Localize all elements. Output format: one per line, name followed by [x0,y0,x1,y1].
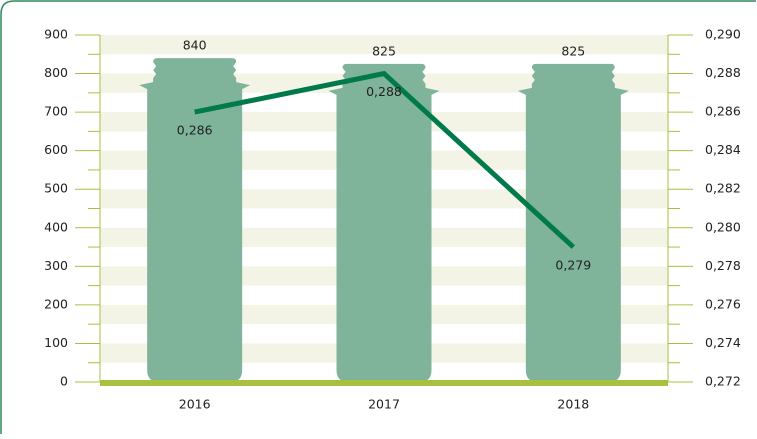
y2-tick-label: 0,288 [705,65,741,80]
x-tick-label: 2018 [557,397,589,412]
y2-tick-label: 0,290 [705,27,741,42]
y2-tick-label: 0,274 [705,335,741,350]
x-tick-label: 2016 [179,397,211,412]
y2-tick-label: 0,272 [705,374,741,389]
bar [518,64,629,382]
y2-tick-label: 0,276 [705,296,741,311]
y2-tick-label: 0,286 [705,104,741,119]
y-tick-label: 800 [44,65,68,80]
line-value-label: 0,286 [177,123,213,138]
y-tick-label: 500 [44,181,68,196]
bar-value-label: 840 [183,38,207,53]
y-tick-label: 0 [60,374,68,389]
line-value-label: 0,288 [366,84,402,99]
y-tick-label: 400 [44,219,68,234]
bar-value-label: 825 [561,43,585,58]
y-tick-label: 300 [44,258,68,273]
x-tick-label: 2017 [368,397,400,412]
y2-tick-label: 0,280 [705,219,741,234]
x-axis [100,380,668,386]
line-value-label: 0,279 [555,258,591,273]
y2-tick-label: 0,282 [705,181,741,196]
y-tick-label: 700 [44,104,68,119]
y-tick-label: 100 [44,335,68,350]
y2-tick-label: 0,278 [705,258,741,273]
page: {"chart_data": {"type": "bar-line", "cat… [0,0,757,439]
y-tick-label: 600 [44,142,68,157]
y2-tick-label: 0,284 [705,142,741,157]
y-tick-label: 200 [44,296,68,311]
chart: 0 100 200 300 400 500 600 700 800 900 0,272 0,274 0,… [0,0,757,435]
bar-value-label: 825 [372,43,396,58]
y-tick-label: 900 [44,27,68,42]
